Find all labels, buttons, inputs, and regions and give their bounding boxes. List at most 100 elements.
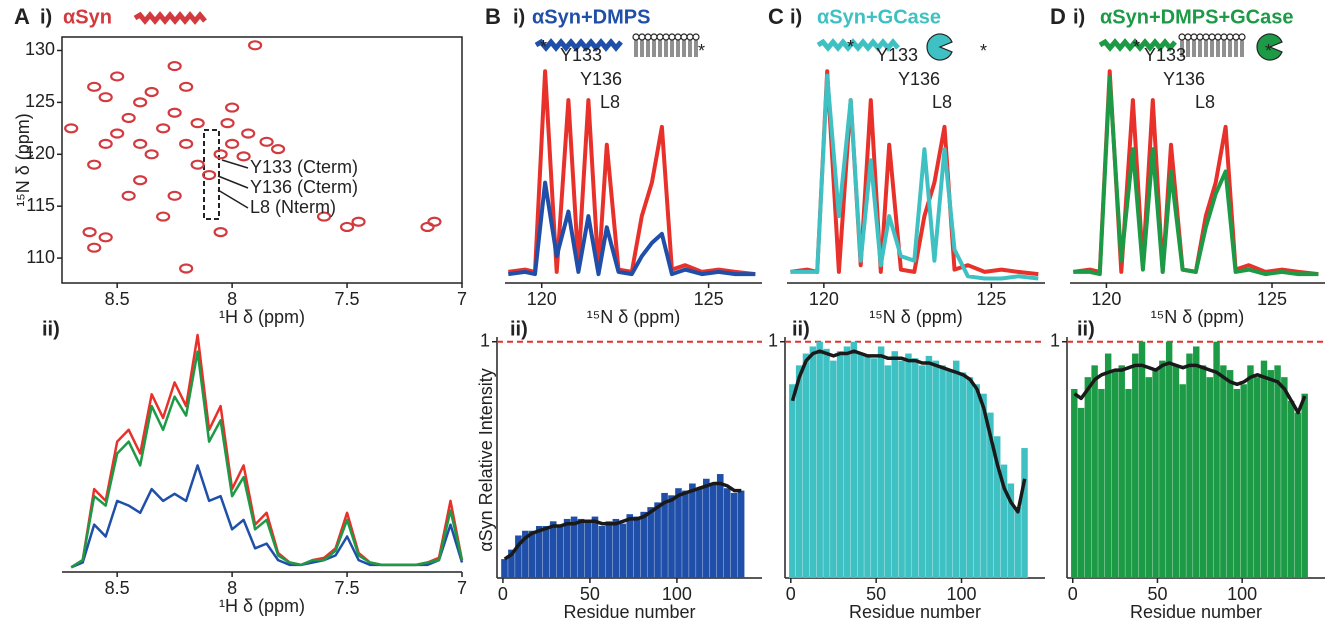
bar [1220,365,1227,578]
bar [1145,377,1153,578]
bar [1254,377,1261,578]
protein-icon [816,38,900,52]
bar [836,351,844,578]
peak [190,159,205,170]
bar [1206,377,1214,578]
peak [87,242,102,253]
data-line [70,350,464,569]
subpanel-label: ii) [792,318,810,340]
lipid-icon [1232,33,1240,41]
subpanel-label: i) [513,6,525,28]
icons [133,11,1283,61]
bar [1159,360,1166,578]
bar [843,346,851,578]
peak [133,97,148,108]
bar [570,516,578,578]
peak [144,149,159,160]
peak [82,227,97,238]
bar [1213,341,1220,578]
data-line [70,333,464,569]
peak-annotation: Y133 [1144,45,1186,65]
lipid-icon [1208,33,1216,41]
annotation-leader [217,175,249,189]
data-line [790,73,1039,281]
protein-icon [1098,38,1177,52]
plot-frame [61,36,463,284]
bar [1281,377,1288,578]
panel-title: αSyn [63,6,112,28]
bar [1021,448,1028,578]
bar [626,514,634,578]
lipid-icon [668,33,676,41]
peak-annotation: L8 [600,92,620,112]
x-tick-label: 50 [580,584,600,604]
bar [993,436,1001,578]
bar [1091,365,1098,578]
bar [925,355,933,578]
bar [1152,370,1159,578]
peak [98,138,113,150]
peak [236,151,251,162]
peak [248,40,263,51]
data-line [508,180,756,277]
bar [857,353,864,578]
bar [703,478,710,578]
lipid-icon [632,33,640,41]
bar [884,365,892,578]
bar [1301,393,1308,578]
bar [577,518,585,578]
bar [654,502,661,578]
bar [709,483,717,578]
subpanel-label: i) [40,6,52,28]
lipid-icon [656,33,664,41]
peak [316,211,332,222]
peak [98,92,113,103]
y-tick-label: 115 [26,195,55,215]
bar [501,559,508,578]
peak [213,227,228,238]
y-axis-label: αSyn Relative Intensity [476,368,496,552]
peak [270,144,286,155]
bar [932,360,939,578]
panel-title: αSyn+DMPS+GCase [1100,6,1294,28]
panel-title: αSyn+GCase [817,6,941,28]
y-tick-label: 1 [1050,330,1060,350]
x-tick-label: 7.5 [335,289,360,309]
bar [515,535,522,578]
lipid-icon [680,33,688,41]
peak [87,81,102,92]
peak [225,138,240,150]
bar [1007,483,1015,578]
subpanel-label: ii) [42,318,60,340]
y-tick-label: 120 [25,143,55,163]
peak [133,138,148,150]
bar [898,360,905,578]
bar [619,523,627,578]
bar [864,355,871,578]
bar [1111,370,1119,578]
bar [830,360,837,578]
bar [633,516,641,578]
bar [1287,400,1295,578]
bar [946,370,953,578]
data-line [790,349,1027,514]
bar [1233,388,1241,578]
bar [918,365,926,578]
bar [1226,370,1234,578]
x-tick-label: 7 [457,578,467,598]
bar [529,530,536,578]
peak [220,118,235,129]
bar [1077,407,1085,578]
bar [802,353,810,578]
x-tick-label: 8.5 [105,289,130,309]
y-axis-label: ¹⁵N δ (ppm) [13,113,33,206]
bar [1294,412,1302,578]
bar [912,358,919,578]
peak [110,128,125,139]
peak [202,169,217,181]
bar [1000,464,1008,578]
x-tick-label: 0 [786,584,796,604]
panel-letter: B [485,4,501,29]
bar [959,372,967,578]
